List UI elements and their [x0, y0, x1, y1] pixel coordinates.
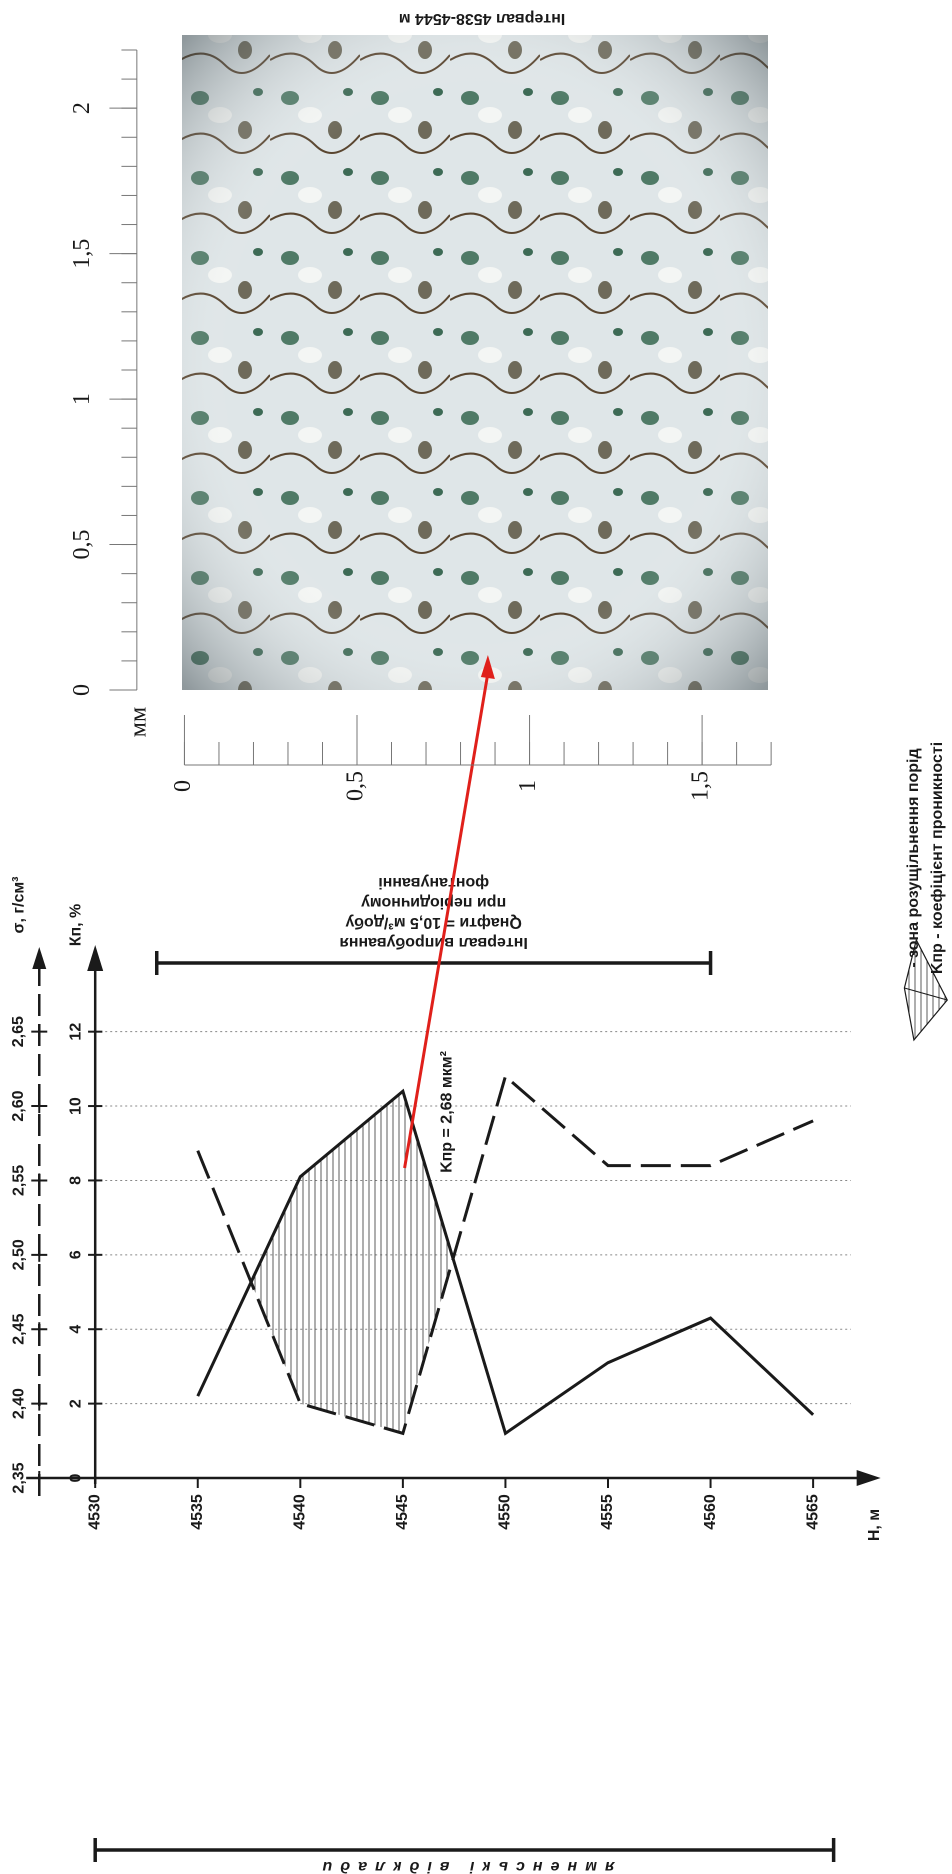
- legend-text: Kпр - коефіцієнт проникності: [929, 742, 946, 974]
- y-tick-label: 10: [67, 1097, 84, 1115]
- y-tick-label: 2: [67, 1399, 84, 1408]
- legend-text: - зона розущільнення порід: [905, 748, 922, 967]
- y2-axis-label: σ, г/см³: [10, 876, 27, 933]
- x-tick-label: 4555: [599, 1494, 616, 1530]
- scale-tick-label: 1,5: [688, 771, 714, 801]
- photo-title: Інтервал 4538-4544 м: [399, 10, 566, 27]
- scale-tick-label: 0: [170, 780, 196, 792]
- y2-tick-label: 2,35: [10, 1462, 27, 1493]
- y2-tick-label: 2,60: [10, 1090, 27, 1121]
- y2-tick-label: 2,55: [10, 1165, 27, 1196]
- scale-tick-label: 1,5: [69, 239, 95, 269]
- x-tick-label: 4530: [86, 1494, 103, 1530]
- y-tick-label: 8: [67, 1176, 84, 1185]
- scale-tick-label: 2: [69, 102, 95, 114]
- photo: [182, 35, 768, 690]
- test-interval-text: Інтервал випробування: [339, 934, 527, 951]
- y2-axis-arrow: [32, 947, 46, 969]
- scale-tick-label: 1: [69, 393, 95, 405]
- x-axis-label: Н, м: [866, 1509, 883, 1541]
- test-interval-text: при періодичному: [361, 894, 506, 911]
- scale-tick-label: 0: [69, 684, 95, 696]
- scale-tick-label: 1: [515, 780, 541, 792]
- formation-label: ямненські відклади: [314, 1858, 615, 1874]
- x-tick-label: 4535: [189, 1494, 206, 1530]
- zone-hatch: [251, 1091, 453, 1433]
- test-interval-text: Qнафти = 10,5 м³/добу: [345, 914, 522, 931]
- y-axis-arrow: [87, 945, 103, 971]
- scale-tick-label: 0,5: [343, 771, 369, 801]
- thin-section-shade: [182, 35, 768, 690]
- y-tick-label: 12: [67, 1023, 84, 1041]
- scale-unit: мм: [126, 707, 152, 737]
- y-axis-label: Кп, %: [67, 904, 84, 947]
- test-interval-text: фонтануванні: [378, 874, 489, 891]
- figure: Інтервал 4538-4544 м мм 0246810122,352,4…: [0, 0, 952, 1874]
- y2-tick-label: 2,40: [10, 1388, 27, 1419]
- x-tick-label: 4560: [702, 1494, 719, 1530]
- y-tick-label: 6: [67, 1250, 84, 1259]
- y2-tick-label: 2,45: [10, 1314, 27, 1345]
- y2-tick-label: 2,65: [10, 1016, 27, 1047]
- y-tick-label: 4: [67, 1325, 84, 1334]
- x-axis-arrow: [857, 1470, 881, 1486]
- x-tick-label: 4540: [292, 1494, 309, 1530]
- x-tick-label: 4565: [804, 1494, 821, 1530]
- y2-tick-label: 2,50: [10, 1239, 27, 1270]
- x-tick-label: 4550: [497, 1494, 514, 1530]
- permeability-label: Kпр = 2,68 мкм²: [439, 1051, 456, 1173]
- x-tick-label: 4545: [394, 1494, 411, 1530]
- scale-tick-label: 0,5: [69, 530, 95, 560]
